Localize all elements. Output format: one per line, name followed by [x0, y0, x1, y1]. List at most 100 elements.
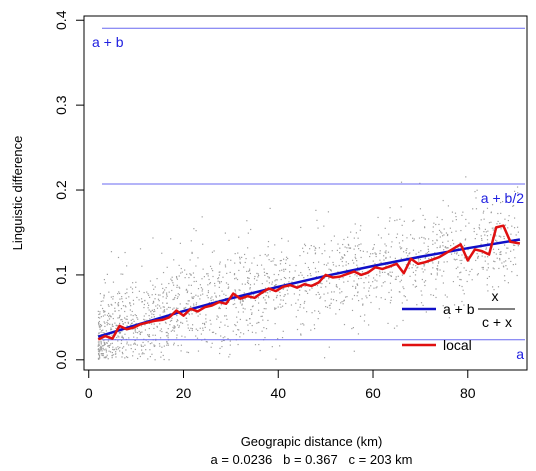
scatter-point	[149, 349, 151, 351]
scatter-point	[438, 229, 441, 232]
scatter-point	[450, 253, 453, 255]
scatter-point	[229, 344, 231, 346]
scatter-point	[97, 322, 100, 324]
scatter-point	[482, 212, 484, 214]
scatter-point	[438, 223, 440, 226]
scatter-point	[400, 248, 402, 250]
scatter-point	[122, 273, 124, 275]
scatter-point	[224, 232, 226, 234]
scatter-point	[138, 299, 140, 301]
scatter-point	[439, 269, 441, 271]
scatter-point	[281, 237, 283, 240]
scatter-point	[375, 296, 377, 298]
scatter-point	[192, 297, 194, 299]
scatter-point	[98, 313, 100, 316]
scatter-point	[187, 351, 190, 354]
scatter-point	[314, 247, 316, 249]
scatter-point	[265, 291, 267, 294]
scatter-point	[185, 306, 187, 309]
scatter-point	[491, 227, 493, 229]
scatter-point	[492, 229, 494, 231]
scatter-point	[372, 260, 374, 262]
scatter-point	[288, 277, 291, 279]
scatter-point	[115, 347, 117, 349]
scatter-point	[100, 324, 103, 326]
scatter-point	[207, 275, 209, 277]
scatter-point	[162, 292, 164, 294]
scatter-point	[384, 281, 386, 283]
scatter-point	[101, 338, 103, 340]
scatter-point	[157, 298, 160, 300]
scatter-point	[184, 277, 186, 279]
scatter-point	[210, 299, 212, 301]
scatter-point	[142, 341, 144, 344]
scatter-point	[206, 294, 208, 297]
scatter-point	[476, 274, 479, 276]
scatter-point	[144, 299, 146, 302]
scatter-point	[112, 281, 115, 283]
scatter-point	[171, 319, 173, 322]
scatter-point	[119, 332, 121, 334]
scatter-point	[424, 238, 426, 240]
scatter-point	[234, 290, 237, 292]
scatter-point	[342, 277, 344, 279]
scatter-point	[207, 291, 209, 294]
scatter-point	[165, 331, 167, 334]
scatter-point	[241, 283, 243, 285]
scatter-point	[97, 358, 100, 360]
scatter-point	[190, 309, 192, 312]
scatter-point	[313, 245, 315, 248]
scatter-point	[360, 243, 362, 245]
scatter-point	[275, 279, 277, 281]
scatter-point	[284, 294, 286, 296]
scatter-point	[110, 329, 112, 331]
scatter-point	[153, 308, 155, 311]
scatter-point	[263, 308, 265, 310]
scatter-point	[480, 219, 482, 221]
scatter-point	[327, 262, 329, 264]
scatter-point	[453, 304, 456, 306]
scatter-point	[416, 304, 418, 306]
scatter-point	[162, 287, 164, 290]
scatter-point	[180, 272, 182, 274]
scatter-point	[501, 200, 504, 203]
scatter-point	[463, 244, 466, 247]
scatter-point	[356, 260, 358, 262]
scatter-point	[114, 322, 116, 324]
scatter-point	[443, 249, 445, 251]
x-tick-label: 40	[270, 385, 286, 401]
scatter-point	[176, 334, 178, 336]
scatter-point	[105, 356, 108, 358]
scatter-point	[379, 252, 381, 255]
scatter-point	[424, 257, 426, 259]
scatter-point	[145, 313, 147, 315]
scatter-point	[221, 340, 223, 343]
scatter-point	[229, 340, 231, 342]
scatter-point	[99, 323, 102, 326]
scatter-point	[121, 320, 124, 323]
scatter-point	[171, 317, 173, 319]
scatter-point	[437, 262, 440, 264]
scatter-point	[502, 265, 505, 267]
scatter-point	[235, 306, 237, 309]
scatter-point	[483, 218, 485, 220]
scatter-point	[101, 307, 104, 310]
scatter-point	[360, 225, 362, 227]
scatter-point	[155, 305, 157, 307]
scatter-point	[193, 305, 195, 307]
scatter-point	[101, 350, 103, 352]
scatter-point	[302, 247, 304, 249]
scatter-point	[318, 247, 321, 249]
scatter-point	[293, 276, 295, 279]
scatter-point	[464, 239, 466, 241]
scatter-point	[418, 260, 420, 262]
scatter-point	[140, 325, 143, 327]
scatter-point	[162, 311, 164, 313]
y-tick-label: 0.3	[53, 95, 69, 115]
scatter-point	[346, 296, 348, 298]
scatter-point	[121, 296, 123, 298]
scatter-point	[239, 258, 241, 260]
scatter-point	[253, 278, 256, 280]
scatter-point	[244, 283, 246, 285]
scatter-point	[228, 356, 230, 358]
